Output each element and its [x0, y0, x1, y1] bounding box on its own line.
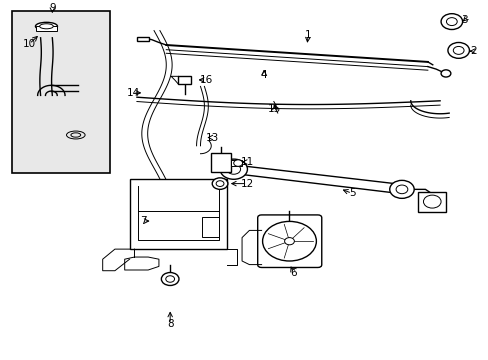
FancyBboxPatch shape: [257, 215, 321, 267]
Circle shape: [447, 42, 468, 58]
Text: 13: 13: [205, 132, 219, 143]
Text: 14: 14: [126, 88, 140, 98]
Bar: [36, 26, 57, 31]
Circle shape: [440, 70, 450, 77]
Text: 9: 9: [49, 3, 56, 13]
Text: 11: 11: [240, 157, 253, 167]
Circle shape: [446, 18, 456, 26]
Bar: [202, 217, 219, 237]
Text: 8: 8: [166, 319, 173, 329]
Circle shape: [452, 46, 463, 54]
Bar: [137, 37, 149, 41]
Text: 16: 16: [199, 75, 213, 85]
Text: 4: 4: [260, 70, 267, 80]
Bar: [211, 153, 230, 172]
Ellipse shape: [36, 22, 58, 30]
Text: 6: 6: [289, 267, 296, 278]
Circle shape: [165, 276, 174, 282]
Bar: [417, 192, 446, 212]
Circle shape: [212, 178, 227, 189]
Circle shape: [395, 185, 407, 194]
Text: 1: 1: [304, 30, 311, 40]
Text: 12: 12: [240, 179, 254, 189]
Bar: [230, 160, 241, 166]
Ellipse shape: [40, 24, 53, 29]
Circle shape: [389, 180, 413, 198]
Circle shape: [216, 181, 224, 186]
Circle shape: [440, 14, 462, 30]
Text: 2: 2: [469, 46, 476, 56]
Circle shape: [161, 273, 179, 285]
Text: 7: 7: [140, 216, 146, 226]
Circle shape: [284, 238, 294, 245]
Bar: [178, 76, 190, 84]
Text: 15: 15: [267, 104, 281, 114]
Text: 5: 5: [348, 188, 355, 198]
Ellipse shape: [66, 131, 85, 139]
Circle shape: [233, 160, 242, 166]
Circle shape: [262, 221, 316, 261]
Circle shape: [423, 195, 440, 208]
Text: 3: 3: [460, 15, 467, 25]
Text: 10: 10: [23, 39, 36, 49]
Bar: [12, 11, 110, 173]
Ellipse shape: [71, 133, 81, 137]
Bar: [129, 179, 227, 249]
Circle shape: [226, 164, 240, 174]
Circle shape: [220, 159, 247, 179]
